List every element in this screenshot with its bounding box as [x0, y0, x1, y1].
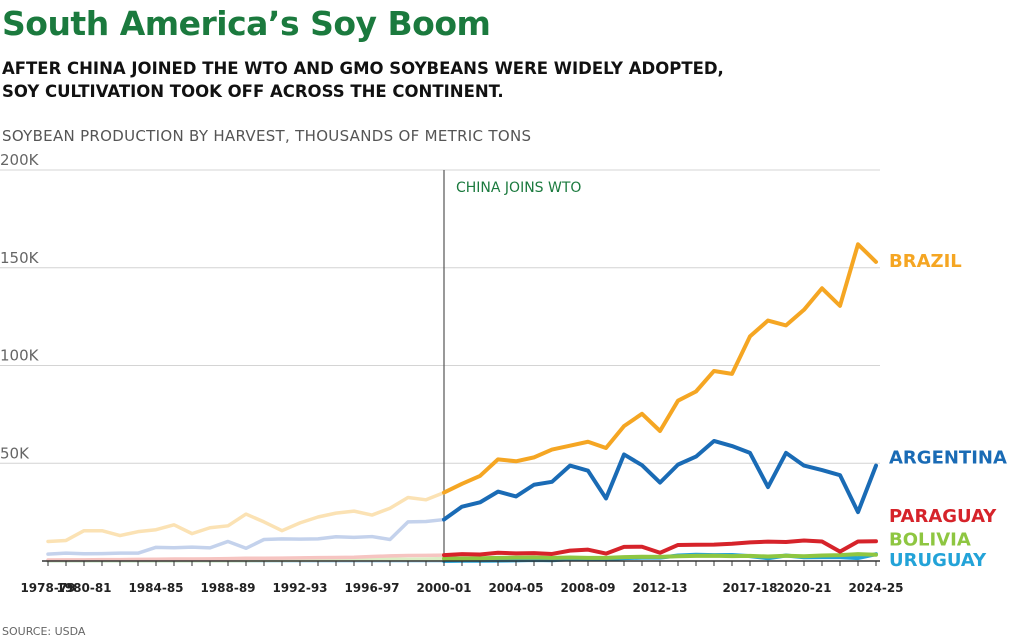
series-label-bolivia: BOLIVIA	[889, 530, 971, 551]
source-note: SOURCE: USDA	[2, 625, 86, 638]
series-line-brazil-pre	[46, 490, 446, 544]
series-line-paraguay-pre	[46, 553, 446, 562]
series-label-paraguay: PARAGUAY	[889, 506, 997, 527]
x-tick-label: 1980-81	[56, 581, 111, 595]
y-tick-label: 200K	[0, 151, 40, 169]
x-tick-label: 1978-79	[20, 581, 75, 595]
x-tick-label: 1992-93	[272, 581, 327, 595]
x-tick-label: 2004-05	[488, 581, 543, 595]
x-tick-label: 1996-97	[344, 581, 399, 595]
y-tick-label: 100K	[0, 347, 40, 365]
x-tick-label: 2024-25	[848, 581, 903, 595]
series-line-argentina-pre	[46, 517, 446, 556]
x-tick-label: 1988-89	[200, 581, 255, 595]
series-line-brazil	[442, 242, 878, 495]
chart-title: South America’s Soy Boom	[2, 4, 491, 43]
units-label: SOYBEAN PRODUCTION BY HARVEST, THOUSANDS…	[2, 127, 532, 145]
series-line-bolivia	[442, 552, 878, 561]
x-tick-label: 2020-21	[776, 581, 831, 595]
chart-subtitle: AFTER CHINA JOINED THE WTO AND GMO SOYBE…	[2, 59, 724, 101]
x-tick-label: 2008-09	[560, 581, 615, 595]
x-tick-label: 2000-01	[416, 581, 471, 595]
series-line-paraguay	[442, 538, 878, 558]
series-label-argentina: ARGENTINA	[889, 447, 1007, 468]
y-tick-label: 50K	[0, 444, 30, 462]
x-tick-label: 2012-13	[632, 581, 687, 595]
series-label-brazil: BRAZIL	[889, 251, 962, 272]
annotation-label: CHINA JOINS WTO	[456, 180, 581, 196]
gridlines	[0, 169, 880, 464]
series-label-uruguay: URUGUAY	[889, 550, 987, 571]
y-tick-label: 150K	[0, 249, 40, 267]
series-lines	[46, 242, 878, 563]
x-tick-label: 2017-18	[722, 581, 777, 595]
annotation: CHINA JOINS WTO	[443, 170, 581, 561]
x-tick-label: 1984-85	[128, 581, 183, 595]
y-axis: 50K 100K 150K 200K	[0, 151, 40, 462]
series-line-argentina	[442, 438, 878, 522]
